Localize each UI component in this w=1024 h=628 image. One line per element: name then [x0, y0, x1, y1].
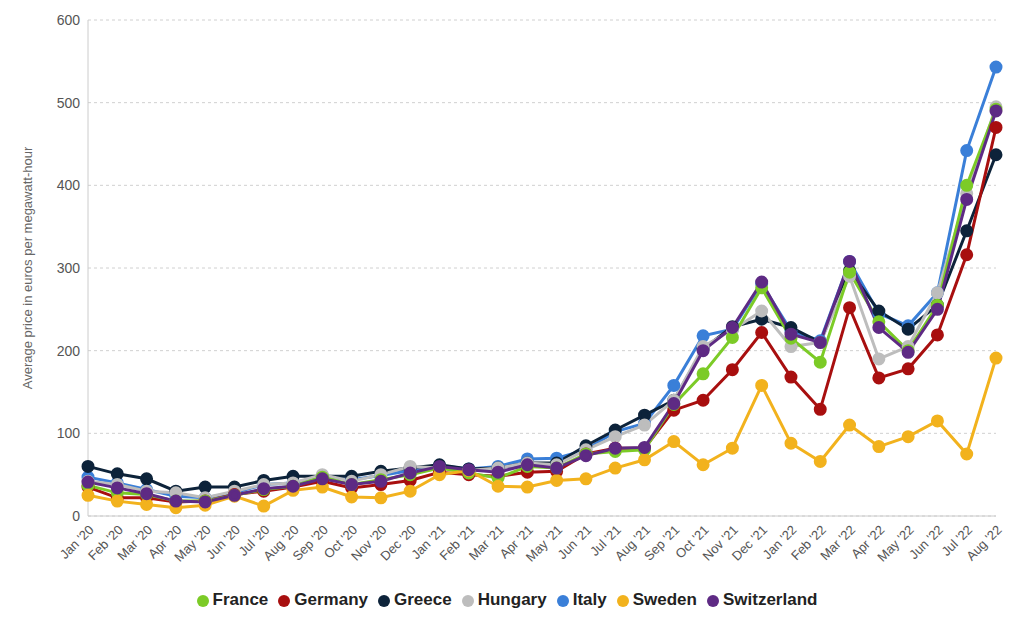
svg-text:300: 300 — [57, 260, 81, 276]
svg-text:Dec '20: Dec '20 — [377, 522, 418, 563]
svg-text:Oct '21: Oct '21 — [672, 522, 712, 562]
html-text:Sweden: Sweden — [632, 590, 697, 609]
html-text:Greece: Greece — [394, 590, 452, 609]
svg-text:0: 0 — [72, 508, 80, 524]
svg-text:100: 100 — [57, 425, 81, 441]
svg-text:Apr '21: Apr '21 — [496, 522, 536, 562]
svg-text:Sep '20: Sep '20 — [289, 522, 330, 563]
html-text:France: France — [212, 590, 269, 609]
svg-text:200: 200 — [57, 343, 81, 359]
svg-text:Jun '21: Jun '21 — [555, 522, 595, 562]
svg-text:500: 500 — [57, 95, 81, 111]
svg-text:May '20: May '20 — [171, 522, 214, 565]
svg-text:400: 400 — [57, 177, 81, 193]
svg-text:Jan '22: Jan '22 — [759, 522, 800, 562]
svg-text:Apr '20: Apr '20 — [145, 522, 185, 562]
svg-text:Mar '20: Mar '20 — [114, 522, 155, 563]
svg-text:Aug '22: Aug '22 — [963, 522, 1004, 563]
svg-text:Jul '21: Jul '21 — [587, 522, 624, 559]
svg-text:Feb '20: Feb '20 — [84, 522, 126, 563]
svg-text:Jan '20: Jan '20 — [56, 522, 97, 562]
svg-text:Jul '20: Jul '20 — [235, 522, 273, 559]
svg-text:Nov '20: Nov '20 — [348, 522, 390, 564]
svg-text:Jun '20: Jun '20 — [203, 522, 243, 562]
svg-text:Mar '21: Mar '21 — [466, 522, 507, 563]
html-text:Switzerland: Switzerland — [723, 590, 818, 609]
svg-text:Feb '22: Feb '22 — [787, 522, 829, 563]
svg-text:Feb '21: Feb '21 — [436, 522, 478, 563]
svg-text:May '21: May '21 — [523, 522, 566, 565]
svg-text:Jul '22: Jul '22 — [938, 522, 976, 559]
svg-text:Dec '21: Dec '21 — [729, 522, 770, 563]
svg-text:Average price in euros per meg: Average price in euros per megawatt-hour — [20, 146, 35, 389]
svg-text:600: 600 — [57, 12, 81, 28]
svg-text:Nov '21: Nov '21 — [699, 522, 741, 564]
html-text:Hungary: Hungary — [477, 590, 547, 609]
svg-text:Jan '21: Jan '21 — [408, 522, 449, 562]
svg-text:Aug '20: Aug '20 — [260, 522, 302, 564]
svg-text:Oct '20: Oct '20 — [320, 522, 361, 562]
svg-text:May '22: May '22 — [874, 522, 917, 565]
svg-text:Jun '22: Jun '22 — [906, 522, 946, 562]
svg-text:Apr '22: Apr '22 — [848, 522, 888, 562]
html-text:Germany: Germany — [294, 590, 368, 609]
svg-text:Aug '21: Aug '21 — [611, 522, 654, 564]
svg-text:Sep '21: Sep '21 — [641, 522, 682, 563]
svg-text:Mar '22: Mar '22 — [817, 522, 858, 563]
html-text:Italy: Italy — [572, 590, 607, 609]
